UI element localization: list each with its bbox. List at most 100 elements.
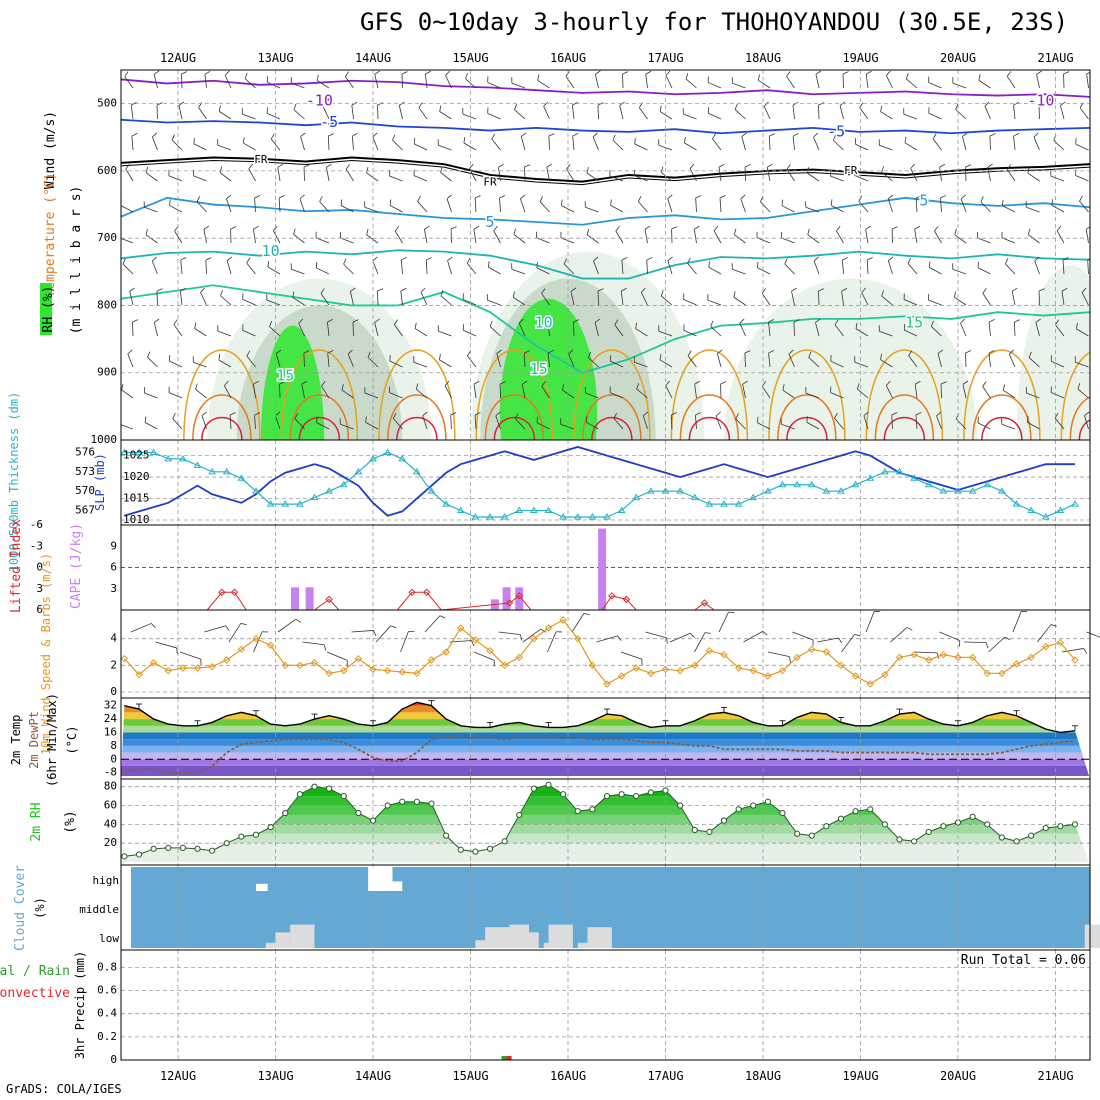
wind-barb xyxy=(665,385,673,399)
wind-barb xyxy=(321,385,330,399)
wind-barb xyxy=(367,356,379,368)
wind-barb-flag xyxy=(842,71,849,75)
wind-barb xyxy=(954,296,967,306)
thickness-marker xyxy=(442,500,451,507)
wind-barb xyxy=(1027,172,1040,182)
cape-bar xyxy=(291,587,299,610)
tick-label: 80 xyxy=(104,780,117,793)
wind-barb xyxy=(634,361,648,368)
cloud-low-block xyxy=(275,932,291,948)
wind-speed-marker xyxy=(281,661,289,670)
wind-barb xyxy=(449,640,472,643)
thickness-marker xyxy=(310,493,319,501)
wind-barb-flag xyxy=(587,351,591,358)
warm-isotherm xyxy=(777,394,837,440)
wind-barb-flag xyxy=(904,136,907,143)
wind-barb xyxy=(915,197,918,213)
wind-barb-flag xyxy=(1028,351,1032,358)
thickness-marker xyxy=(222,467,231,475)
wind-barb-flag xyxy=(540,628,547,633)
wind-speed-marker xyxy=(895,653,904,662)
wind-barb xyxy=(473,229,477,244)
wind-barb-flag xyxy=(320,288,325,294)
wind-barb xyxy=(277,618,297,633)
wind-barb xyxy=(710,326,722,337)
wind-speed-marker xyxy=(998,669,1006,678)
rh2m-marker xyxy=(720,817,728,824)
wind-barb-flag xyxy=(1027,167,1030,174)
wind-barb-flag xyxy=(988,349,995,354)
thickness-marker xyxy=(705,500,714,507)
tick-label: 0.8 xyxy=(97,960,117,973)
wind-barb-flag xyxy=(621,287,627,292)
slp-thickness-frame xyxy=(120,439,1091,526)
wind-barb-flag xyxy=(226,256,233,261)
wind-barb xyxy=(291,82,305,89)
wind-barb xyxy=(130,623,152,633)
wind-speed-marker xyxy=(837,661,845,670)
wind-barb xyxy=(646,259,648,275)
wind-barb xyxy=(881,171,893,182)
wind-barb xyxy=(169,360,183,368)
wind-barb-flag xyxy=(982,381,987,387)
wind-barb xyxy=(734,109,746,120)
wind-barb xyxy=(179,291,183,306)
wind-barb xyxy=(936,415,942,430)
wind-speed-marker xyxy=(208,662,216,671)
wind-barb-flag xyxy=(667,194,673,199)
wind-barb-flag xyxy=(1013,101,1020,106)
date-label-top: 21AUG xyxy=(1037,51,1073,65)
wind-barb xyxy=(645,631,667,639)
wind-barb xyxy=(988,322,991,337)
thickness-marker xyxy=(632,493,641,501)
wind-barb-flag xyxy=(930,320,934,327)
wind-barb-flag xyxy=(982,288,987,294)
wind-barb-flag xyxy=(181,71,188,75)
wind-barb-flag xyxy=(936,652,940,659)
wind-barb xyxy=(928,299,942,306)
rh2m-marker xyxy=(121,853,128,860)
temp-band xyxy=(121,765,1090,776)
wind-barb-flag xyxy=(815,318,821,323)
wind-barb xyxy=(1013,136,1016,151)
wind-barb xyxy=(1050,392,1065,399)
wind-barb-flag xyxy=(445,70,450,76)
wind-speed-marker xyxy=(1056,638,1065,647)
wind-barb xyxy=(939,631,960,641)
wind-barb xyxy=(548,135,550,151)
wind-barb xyxy=(316,267,330,275)
wind-barb xyxy=(904,329,918,337)
wind-barb xyxy=(389,175,403,182)
wind-barb-flag xyxy=(641,287,646,293)
rh2m-marker xyxy=(1057,823,1064,830)
wind-barb-flag xyxy=(914,380,921,385)
wind-speed-marker xyxy=(676,666,684,675)
thickness-marker xyxy=(1027,506,1036,514)
wind-barb xyxy=(768,322,771,337)
wind-barb xyxy=(145,172,158,182)
wind-barb xyxy=(739,323,746,337)
rh2m-marker xyxy=(296,791,303,798)
wind-barb xyxy=(546,167,550,182)
thickness-marker xyxy=(1012,500,1021,507)
date-label-top: 20AUG xyxy=(940,51,976,65)
warm-isotherm xyxy=(972,394,1032,440)
wind-barb xyxy=(168,392,183,399)
wind-barb xyxy=(613,418,624,430)
wind-barb xyxy=(489,326,501,337)
chart-panels: 12AUG 12AUG 13AUG 13AUG 14AUG 14AUG 15AUG 15AUG… xyxy=(0,51,1100,1083)
warm-isotherm xyxy=(201,416,243,440)
wind-barb xyxy=(588,357,599,368)
wind-barb-flag xyxy=(583,613,590,616)
wind-barb xyxy=(547,631,557,653)
thickness-marker xyxy=(661,487,670,494)
wind-barb-flag xyxy=(275,411,281,417)
wind-barb xyxy=(1006,169,1016,182)
wind-barb-flag xyxy=(390,625,397,629)
wind-barb xyxy=(474,198,477,213)
wind-barb-flag xyxy=(466,257,471,264)
warm-isotherm xyxy=(378,349,456,440)
wind-barb xyxy=(594,74,599,89)
wind-barb xyxy=(463,329,477,337)
wind-barb xyxy=(145,234,158,244)
